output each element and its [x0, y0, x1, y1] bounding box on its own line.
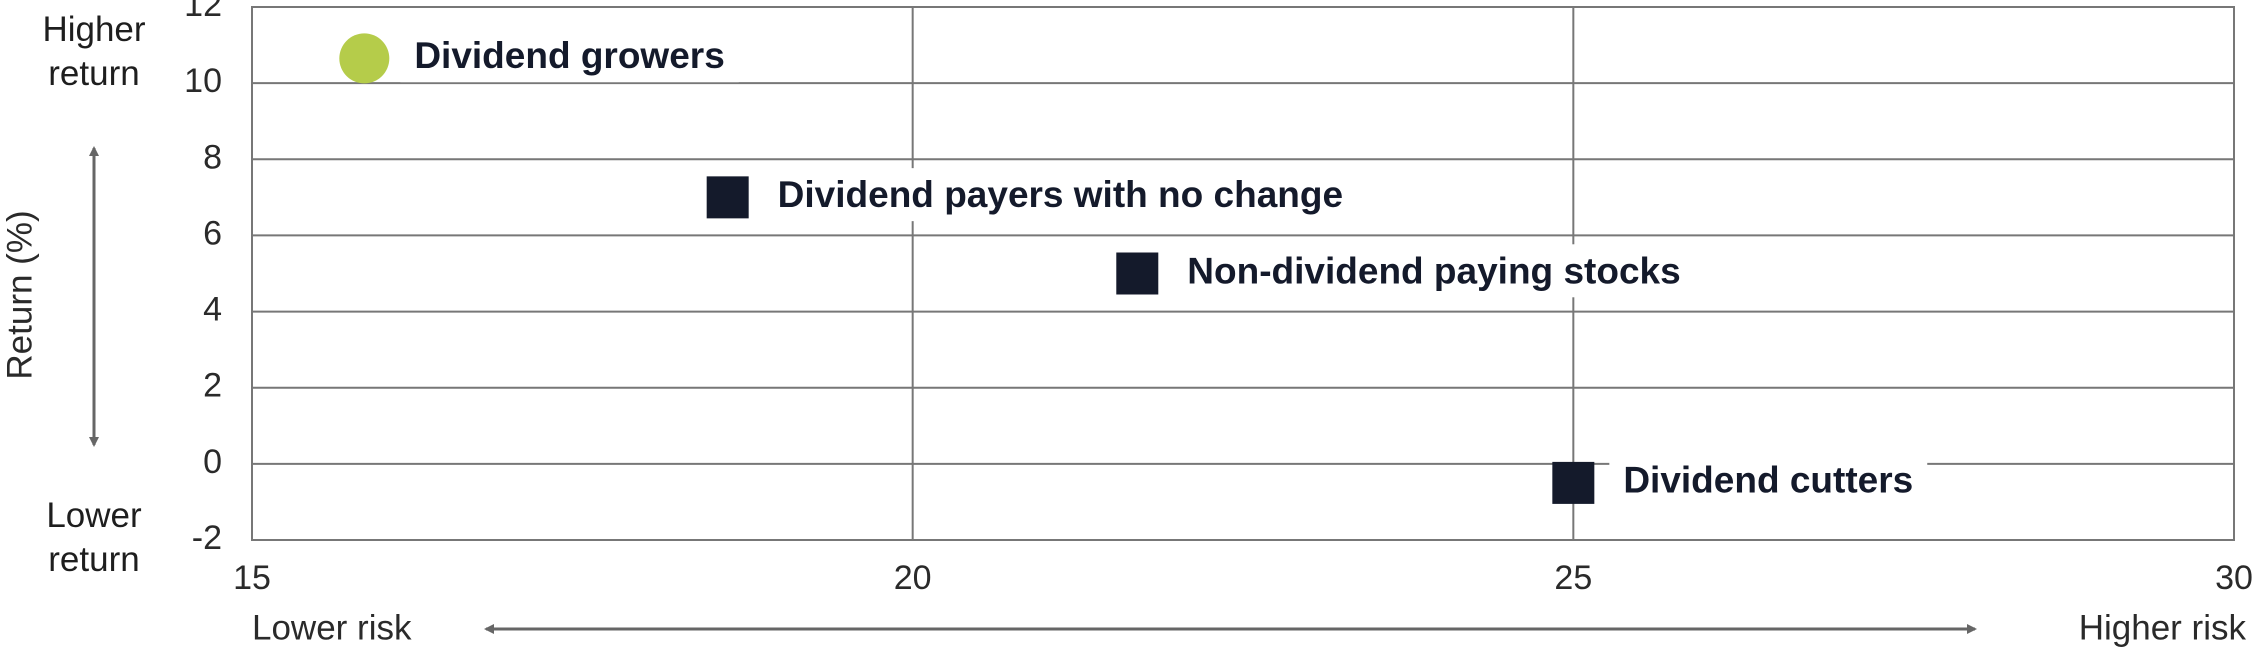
x-annotation: Higher risk	[2079, 608, 2247, 647]
y-tick-label: 12	[184, 0, 222, 24]
x-tick-label: 30	[2215, 559, 2253, 597]
point-label: Dividend cutters	[1623, 460, 1913, 501]
y-tick-label: 8	[203, 138, 222, 176]
label-bg	[1609, 453, 1928, 507]
y-tick-label: 6	[203, 214, 222, 252]
y-annotation: Lower return	[46, 496, 142, 579]
point-label: Non-dividend paying stocks	[1187, 250, 1680, 291]
point-label: Dividend payers with no change	[778, 174, 1343, 215]
x-annotation: Lower risk	[252, 608, 412, 647]
y-tick-label: -2	[192, 519, 222, 557]
point	[1552, 461, 1595, 504]
label-bg	[1173, 244, 1695, 298]
y-annotation: Higher return	[42, 10, 146, 93]
label-bg	[400, 29, 739, 83]
y-tick-label: 4	[203, 291, 222, 329]
x-tick-label: 15	[233, 559, 271, 597]
y-tick-label: 0	[203, 443, 222, 481]
point-label: Dividend growers	[414, 35, 724, 76]
y-axis-label: Return (%)	[0, 210, 39, 379]
x-tick-label: 20	[894, 559, 932, 597]
y-tick-label: 2	[203, 367, 222, 405]
x-tick-label: 25	[1554, 559, 1592, 597]
point	[339, 33, 390, 84]
y-tick-label: 10	[184, 62, 222, 100]
plot-frame	[251, 6, 2235, 541]
point	[706, 176, 749, 219]
label-bg	[763, 168, 1358, 222]
point	[1116, 252, 1159, 295]
